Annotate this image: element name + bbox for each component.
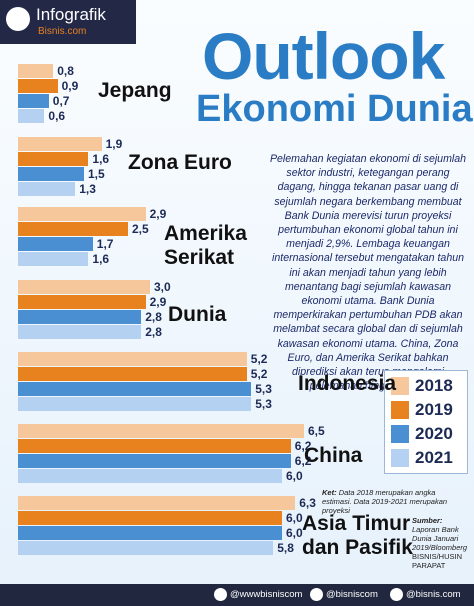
bar [18, 496, 296, 510]
note-label: Ket: [322, 488, 337, 497]
category-label: Amerika Serikat [164, 222, 247, 269]
value-label: 6,2 [294, 439, 312, 453]
legend-label: 2020 [415, 424, 453, 443]
value-label: 5,8 [277, 541, 294, 555]
bar [18, 382, 252, 396]
bar [18, 109, 45, 123]
bar [18, 439, 291, 453]
value-label: 6,0 [286, 526, 303, 540]
bar [18, 511, 282, 525]
facebook: @wwwbisniscom [230, 589, 303, 600]
bar [18, 454, 291, 468]
bar [18, 352, 247, 366]
note-text: Data 2018 merupakan angka estimasi. Data… [322, 488, 448, 515]
bar [18, 237, 93, 251]
bar [18, 137, 102, 151]
category-label: Dunia [168, 303, 227, 326]
brand: Infografik [36, 5, 106, 24]
bar [18, 207, 146, 221]
bar [18, 541, 274, 555]
bar [18, 469, 282, 483]
bar [18, 94, 49, 108]
value-label: 1,5 [88, 167, 105, 181]
value-label: 1,6 [92, 152, 110, 166]
bar [18, 152, 89, 166]
value-label: 0,6 [48, 109, 66, 123]
value-label: 6,3 [299, 496, 316, 510]
bar [18, 64, 54, 78]
twitter-icon [310, 588, 323, 601]
legend-swatch [391, 401, 409, 419]
bar [18, 325, 142, 339]
value-label: 3,0 [154, 280, 171, 294]
value-label: 2,5 [132, 222, 149, 236]
category-label: Jepang [98, 79, 172, 102]
bar [18, 295, 146, 309]
bar [18, 310, 142, 324]
value-label: 1,6 [92, 252, 110, 266]
value-label: 0,9 [61, 79, 79, 93]
bar [18, 182, 76, 196]
value-label: 0,8 [57, 64, 74, 78]
value-label: 6,5 [308, 424, 325, 438]
category-label: China [304, 444, 363, 467]
logo-box: Infografik Bisnis.com [0, 0, 136, 44]
legend-swatch [391, 449, 409, 467]
value-label: 5,3 [255, 397, 272, 411]
description: Pelemahan kegiatan ekonomi di sejumlah s… [269, 153, 467, 393]
legend-label: 2018 [415, 376, 453, 395]
facebook-icon [214, 588, 227, 601]
source-label: Sumber: [412, 516, 443, 525]
bar [18, 222, 128, 236]
logo-icon [6, 7, 30, 31]
bar [18, 79, 58, 93]
category-label: Asia Timur dan Pasifik [302, 512, 413, 559]
value-label: 5,2 [250, 352, 268, 366]
legend-swatch [391, 425, 409, 443]
value-label: 0,7 [52, 94, 70, 108]
bar [18, 397, 252, 411]
value-label: 5,2 [250, 367, 268, 381]
bar [18, 167, 84, 181]
value-label: 6,0 [286, 511, 303, 525]
source: Sumber: Laporan Bank Dunia Januari 2019/… [412, 516, 472, 570]
bar [18, 367, 247, 381]
chart-title: Outlook [202, 19, 445, 93]
source-text: Laporan Bank Dunia Januari 2019/Bloomber… [412, 525, 468, 552]
chart-subtitle: Ekonomi Dunia [196, 88, 473, 130]
legend-label: 2019 [415, 400, 453, 419]
credit: BISNIS/HUSIN PARAPAT [412, 552, 463, 570]
value-label: 5,3 [255, 382, 272, 396]
value-label: 6,0 [286, 469, 303, 483]
bar [18, 252, 89, 266]
value-label: 2,9 [149, 295, 167, 309]
value-label: 1,3 [79, 182, 96, 196]
instagram-icon [390, 588, 403, 601]
value-label: 2,9 [149, 207, 167, 221]
instagram: @bisnis.com [406, 589, 461, 600]
footer [0, 584, 474, 606]
category-label: Indonesia [298, 372, 397, 395]
note: Ket: Data 2018 merupakan angka estimasi.… [322, 488, 462, 515]
value-label: 2,8 [145, 325, 162, 339]
bar [18, 526, 282, 540]
value-label: 1,9 [105, 137, 123, 151]
twitter: @bisniscom [326, 589, 378, 600]
value-label: 1,7 [96, 237, 114, 251]
bar [18, 424, 304, 438]
legend: 2018 2019 2020 2021 [384, 370, 468, 474]
legend-swatch [391, 377, 409, 395]
site: Bisnis.com [38, 26, 87, 37]
category-label: Zona Euro [128, 151, 232, 174]
legend-label: 2021 [415, 448, 453, 467]
value-label: 2,8 [145, 310, 162, 324]
value-label: 6,2 [294, 454, 312, 468]
bar [18, 280, 150, 294]
